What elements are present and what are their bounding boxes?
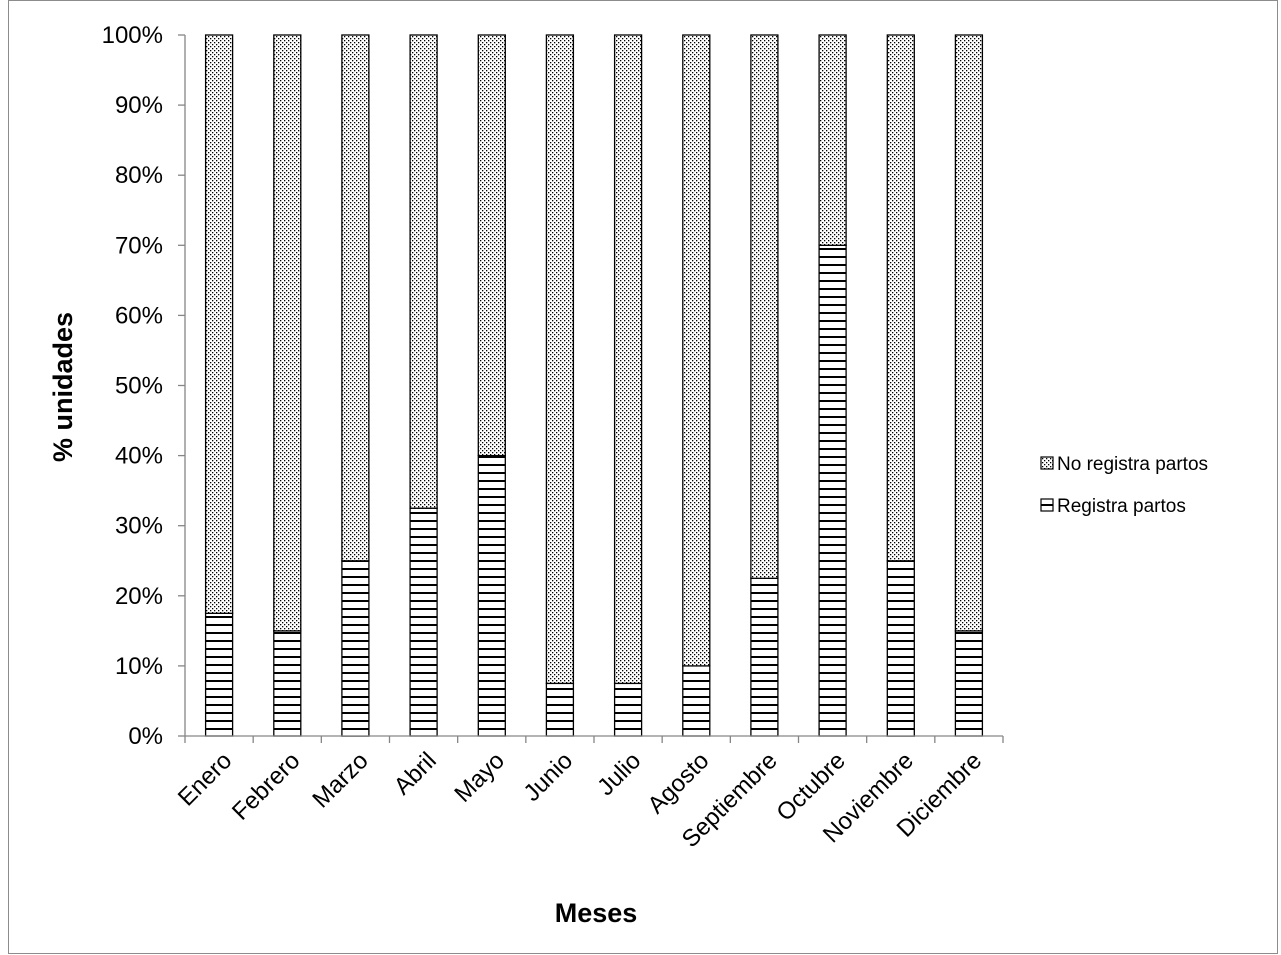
y-tick-label: 30%	[115, 513, 163, 540]
legend-label-registra: Registra partos	[1057, 496, 1186, 517]
bar-registra-junio	[545, 682, 575, 737]
bar-no-registra-octubre	[818, 34, 847, 246]
bar-registra-abril	[409, 507, 438, 737]
x-tick-label-marzo: Marzo	[307, 747, 373, 813]
y-tick-label: 10%	[115, 653, 163, 680]
legend: No registra partos Registra partos	[1040, 454, 1208, 517]
bar-no-registra-agosto	[682, 34, 711, 667]
y-tick-label: 0%	[128, 723, 163, 750]
bar-no-registra-mayo	[477, 34, 506, 457]
bar-registra-marzo	[341, 560, 370, 737]
y-tick-label: 40%	[115, 443, 163, 470]
bar-no-registra-diciembre	[954, 34, 984, 632]
y-tick-label: 20%	[115, 583, 163, 610]
y-tick-label: 80%	[115, 162, 163, 189]
legend-label-no-registra: No registra partos	[1057, 454, 1208, 475]
bar-no-registra-febrero	[273, 34, 302, 632]
bar-no-registra-abril	[409, 34, 438, 509]
y-axis: 0% 10% 20% 30% 40% 50% 60% 70% 80% 90% 100%	[102, 22, 186, 750]
bar-registra-noviembre	[886, 560, 915, 737]
x-tick-label-junio: Junio	[518, 747, 578, 807]
bars-group	[204, 34, 984, 737]
bar-registra-septiembre	[750, 577, 779, 737]
y-axis-title: % unidades	[48, 312, 78, 462]
y-tick-label: 100%	[102, 22, 163, 49]
legend-swatch-registra	[1040, 498, 1054, 512]
bar-no-registra-marzo	[341, 34, 370, 562]
y-tick-label: 60%	[115, 302, 163, 329]
bar-registra-octubre	[818, 244, 847, 737]
bar-registra-mayo	[477, 454, 506, 737]
y-tick-label: 90%	[115, 92, 163, 119]
x-tick-label-julio: Julio	[592, 747, 646, 801]
bar-no-registra-julio	[613, 34, 643, 685]
bar-no-registra-junio	[545, 34, 575, 685]
bar-registra-febrero	[273, 630, 302, 737]
x-tick-label-enero: Enero	[173, 747, 237, 811]
x-tick-label-abril: Abril	[389, 747, 442, 800]
bar-no-registra-septiembre	[750, 34, 779, 579]
y-tick-label: 70%	[115, 232, 163, 259]
x-tick-label-febrero: Febrero	[227, 747, 306, 826]
y-tick-label: 50%	[115, 373, 163, 400]
bar-registra-julio	[613, 682, 643, 737]
x-tick-label-mayo: Mayo	[449, 747, 510, 808]
x-axis-title: Meses	[555, 898, 638, 928]
legend-swatch-no-registra	[1040, 456, 1054, 470]
bar-no-registra-noviembre	[886, 34, 915, 562]
bar-registra-agosto	[682, 665, 711, 737]
bar-no-registra-enero	[204, 34, 234, 614]
bar-registra-enero	[204, 612, 234, 737]
bar-registra-diciembre	[954, 630, 984, 737]
